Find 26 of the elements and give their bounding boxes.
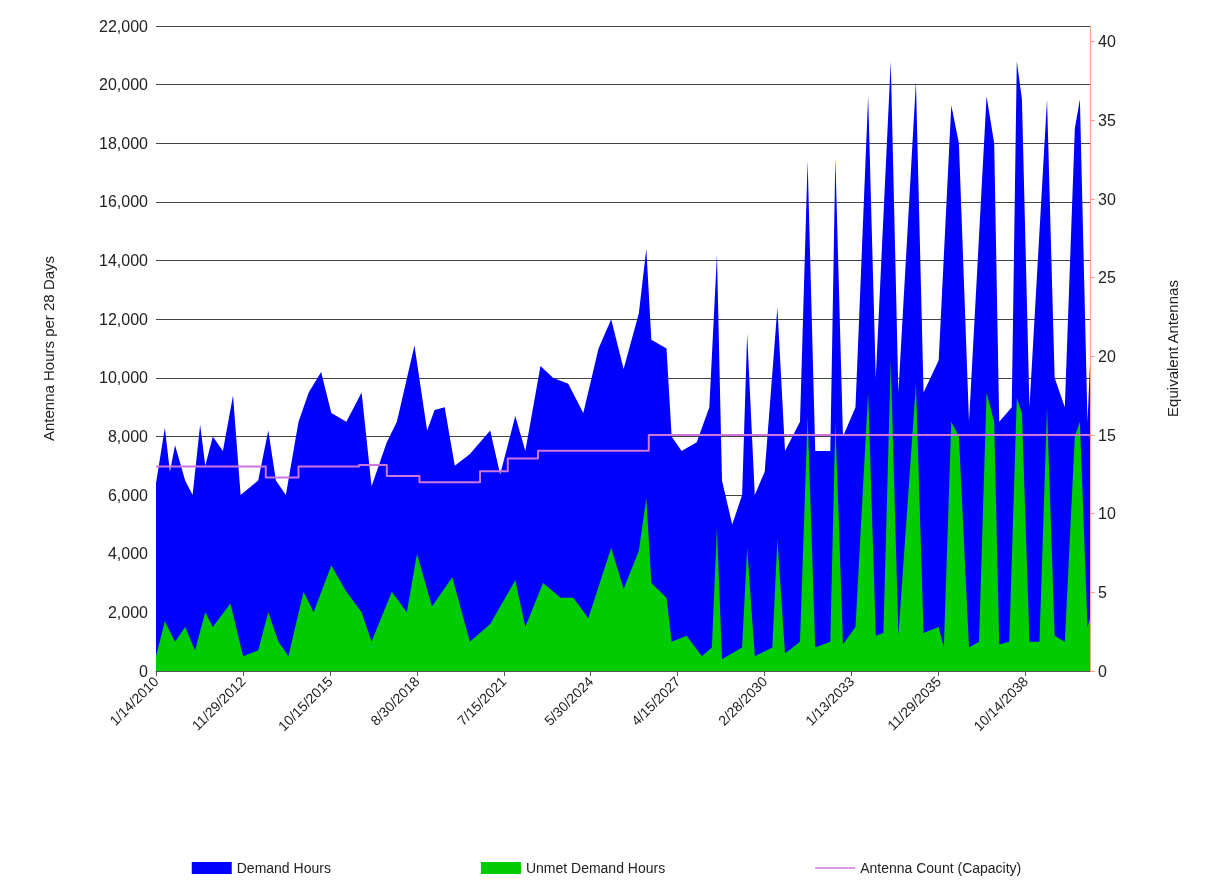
y2-tick-label: 40	[1098, 33, 1116, 51]
y-axis-title: Antenna Hours per 28 Days	[40, 255, 57, 442]
y2-tick-label: 35	[1098, 111, 1116, 129]
legend-label: Unmet Demand Hours	[525, 860, 666, 876]
y-tick-label: 4,000	[107, 545, 149, 563]
y2-tick-label: 30	[1098, 190, 1116, 208]
y-tick-label: 22,000	[99, 17, 149, 35]
y2-tick-label: 0	[1098, 662, 1107, 680]
y-tick-label: 2,000	[107, 603, 149, 621]
y-tick-label: 18,000	[99, 134, 149, 152]
y-tick-label: 0	[139, 662, 149, 680]
legend-label: Demand Hours	[236, 860, 331, 876]
y2-tick-label: 10	[1098, 505, 1116, 523]
y-tick-label: 6,000	[107, 486, 149, 504]
y-tick-label: 16,000	[99, 193, 149, 211]
y-tick-label: 12,000	[99, 310, 149, 328]
y-tick-label: 10,000	[99, 369, 149, 387]
y2-tick-label: 15	[1098, 426, 1116, 444]
y2-axis-title: Equivalent Antennas	[1164, 280, 1181, 417]
y2-tick-label: 5	[1098, 583, 1107, 601]
y-tick-label: 8,000	[107, 427, 149, 445]
y2-tick-label: 25	[1098, 269, 1116, 287]
y2-tick-label: 20	[1098, 347, 1116, 365]
y-tick-label: 20,000	[99, 76, 149, 94]
y-tick-label: 14,000	[99, 252, 149, 270]
legend-label: Antenna Count (Capacity)	[860, 860, 1022, 876]
